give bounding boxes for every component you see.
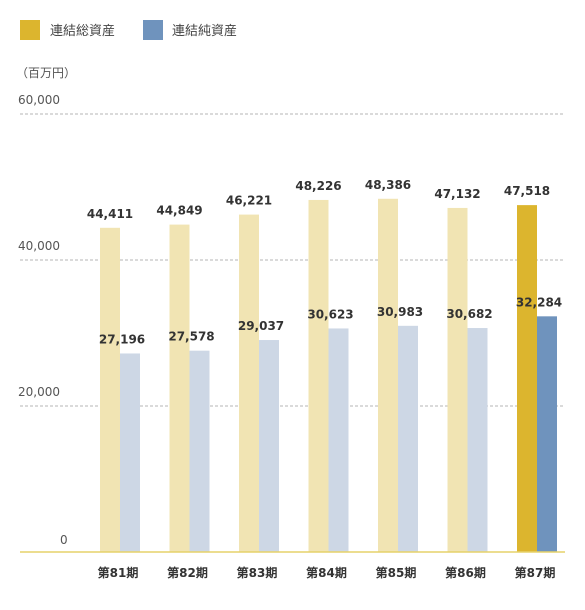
bars — [100, 198, 557, 553]
bar-total-assets — [239, 214, 259, 552]
bar-net-assets — [259, 340, 279, 552]
data-label-net-assets: 30,682 — [446, 307, 492, 321]
x-category-label: 第84期 — [306, 565, 347, 580]
data-label-total-assets: 48,386 — [365, 178, 411, 192]
bar-total-assets — [308, 199, 329, 552]
bar-total-assets — [517, 205, 537, 553]
bar-net-assets — [398, 325, 418, 552]
legend-label-total-assets: 連結総資産 — [50, 23, 115, 39]
y-axis-unit-label: （百万円） — [16, 66, 76, 80]
bar-total-assets — [100, 227, 120, 553]
y-axis-tick-labels: 0 20,000 40,000 60,000 — [18, 93, 68, 547]
data-label-total-assets: 47,132 — [434, 187, 480, 201]
data-label-total-assets: 46,221 — [226, 194, 272, 208]
legend-label-net-assets: 連結純資産 — [172, 23, 237, 39]
data-label-net-assets: 32,284 — [516, 295, 562, 309]
legend-swatch-net-assets — [143, 20, 163, 40]
bar-total-assets — [447, 207, 468, 552]
bar-net-assets — [189, 350, 210, 552]
x-axis-category-labels: 第81期 第82期 第83期 第84期 第85期 第86期 第87期 — [98, 565, 556, 580]
data-label-net-assets: 29,037 — [238, 319, 284, 333]
y-tick-label: 0 — [60, 533, 68, 547]
x-category-label: 第82期 — [167, 565, 208, 580]
legend: 連結総資産 連結純資産 — [20, 20, 237, 40]
data-label-total-assets: 47,518 — [504, 184, 550, 198]
data-label-total-assets: 44,849 — [156, 204, 202, 218]
y-tick-label: 20,000 — [18, 385, 60, 399]
x-category-label: 第85期 — [376, 565, 417, 580]
bar-net-assets — [120, 353, 140, 552]
x-category-label: 第81期 — [98, 565, 139, 580]
data-label-total-assets: 44,411 — [87, 207, 133, 221]
x-category-label: 第83期 — [237, 565, 278, 580]
bar-net-assets — [537, 316, 557, 552]
data-label-net-assets: 27,578 — [168, 330, 214, 344]
data-label-net-assets: 27,196 — [99, 332, 145, 346]
data-label-net-assets: 30,983 — [377, 305, 423, 319]
data-labels: 44,411 27,196 44,849 27,578 46,221 29,037 48,2… — [87, 178, 562, 347]
data-label-net-assets: 30,623 — [307, 307, 353, 321]
legend-swatch-total-assets — [20, 20, 40, 40]
bar-net-assets — [328, 328, 349, 552]
bar-net-assets — [467, 328, 488, 552]
y-tick-label: 40,000 — [18, 239, 60, 253]
x-category-label: 第87期 — [515, 565, 556, 580]
bar-total-assets — [378, 198, 398, 552]
bar-total-assets — [169, 224, 190, 552]
y-tick-label: 60,000 — [18, 93, 60, 107]
data-label-total-assets: 48,226 — [295, 179, 341, 193]
x-category-label: 第86期 — [445, 565, 486, 580]
